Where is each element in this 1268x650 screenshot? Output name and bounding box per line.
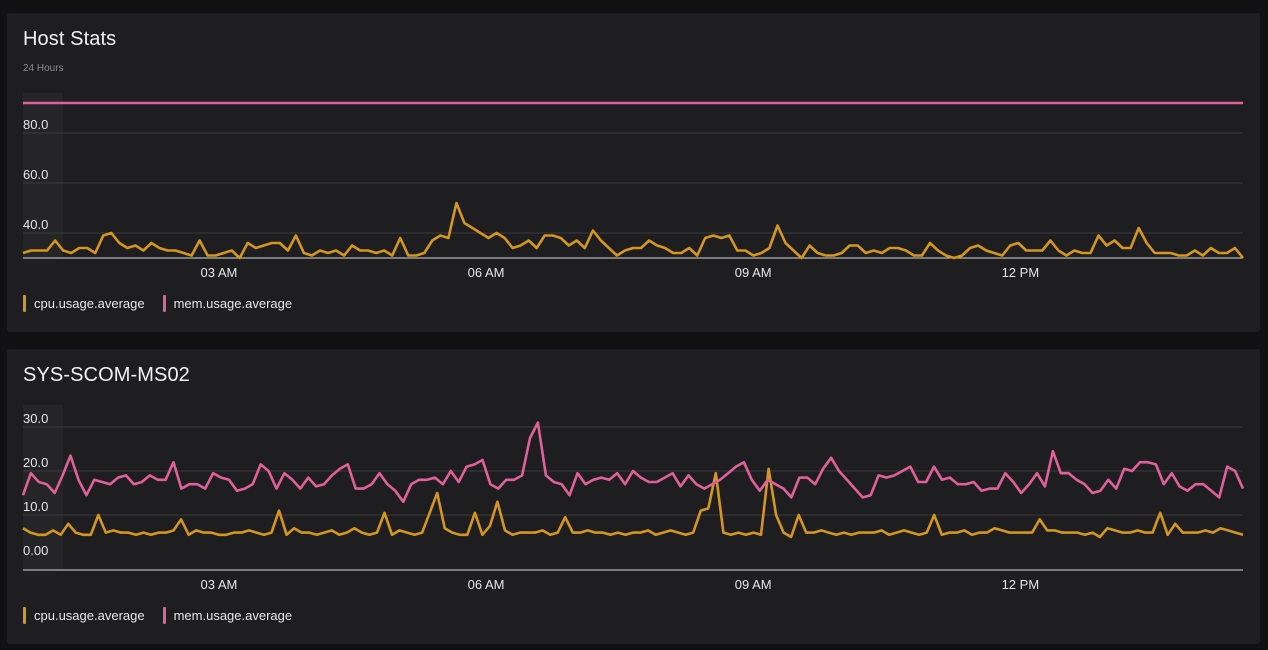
panel-title: Host Stats (23, 28, 117, 50)
y-tick-label: 60.0 (23, 167, 48, 182)
chart-legend: cpu.usage.average mem.usage.average (23, 607, 310, 624)
mem-swatch (162, 295, 166, 312)
chart-legend: cpu.usage.average mem.usage.average (23, 295, 310, 312)
series-line-cpu[interactable] (22, 201, 1245, 260)
host-stats-panel: Host Stats 24 Hours 40.0 60.0 80.0 03 AM 06 … (7, 13, 1260, 332)
y-tick-label: 0.00 (23, 543, 48, 558)
series-line-mem[interactable] (21, 421, 1245, 504)
x-tick-label: 06 AM (468, 577, 505, 592)
legend-label-mem: mem.usage.average (173, 608, 293, 623)
hover-band (23, 93, 63, 258)
sys-scom-ms02-chart[interactable]: 0.00 10.0 20.0 30.0 03 AM 06 AM 09 AM 12 PM (7, 349, 1260, 644)
series-line-cpu[interactable] (22, 467, 1244, 539)
y-tick-label: 30.0 (23, 411, 48, 426)
legend-item-cpu[interactable]: cpu.usage.average (23, 607, 145, 624)
panel-title: SYS-SCOM-MS02 (23, 364, 190, 386)
mem-swatch (162, 607, 166, 624)
legend-label-cpu: cpu.usage.average (34, 608, 145, 623)
x-tick-label: 12 PM (1002, 265, 1040, 280)
x-tick-label: 09 AM (735, 577, 772, 592)
cpu-swatch (23, 295, 26, 312)
x-tick-label: 06 AM (468, 265, 505, 280)
legend-label-cpu: cpu.usage.average (34, 296, 145, 311)
y-tick-label: 40.0 (23, 217, 48, 232)
legend-item-mem[interactable]: mem.usage.average (162, 295, 293, 312)
cpu-swatch (23, 607, 26, 624)
x-tick-label: 03 AM (200, 577, 237, 592)
legend-item-cpu[interactable]: cpu.usage.average (23, 295, 145, 312)
x-tick-label: 03 AM (200, 265, 237, 280)
x-tick-label: 12 PM (1002, 577, 1040, 592)
legend-label-mem: mem.usage.average (173, 296, 293, 311)
y-tick-label: 80.0 (23, 117, 48, 132)
panel-subtitle: 24 Hours (23, 63, 64, 74)
y-tick-label: 20.0 (23, 455, 48, 470)
sys-scom-ms02-panel: SYS-SCOM-MS02 0.00 10.0 20.0 30.0 03 AM 06 AM… (7, 349, 1260, 644)
legend-item-mem[interactable]: mem.usage.average (162, 607, 293, 624)
x-tick-label: 09 AM (735, 265, 772, 280)
host-stats-chart[interactable]: 40.0 60.0 80.0 03 AM 06 AM 09 AM 12 PM (7, 13, 1260, 332)
y-tick-label: 10.0 (23, 499, 48, 514)
